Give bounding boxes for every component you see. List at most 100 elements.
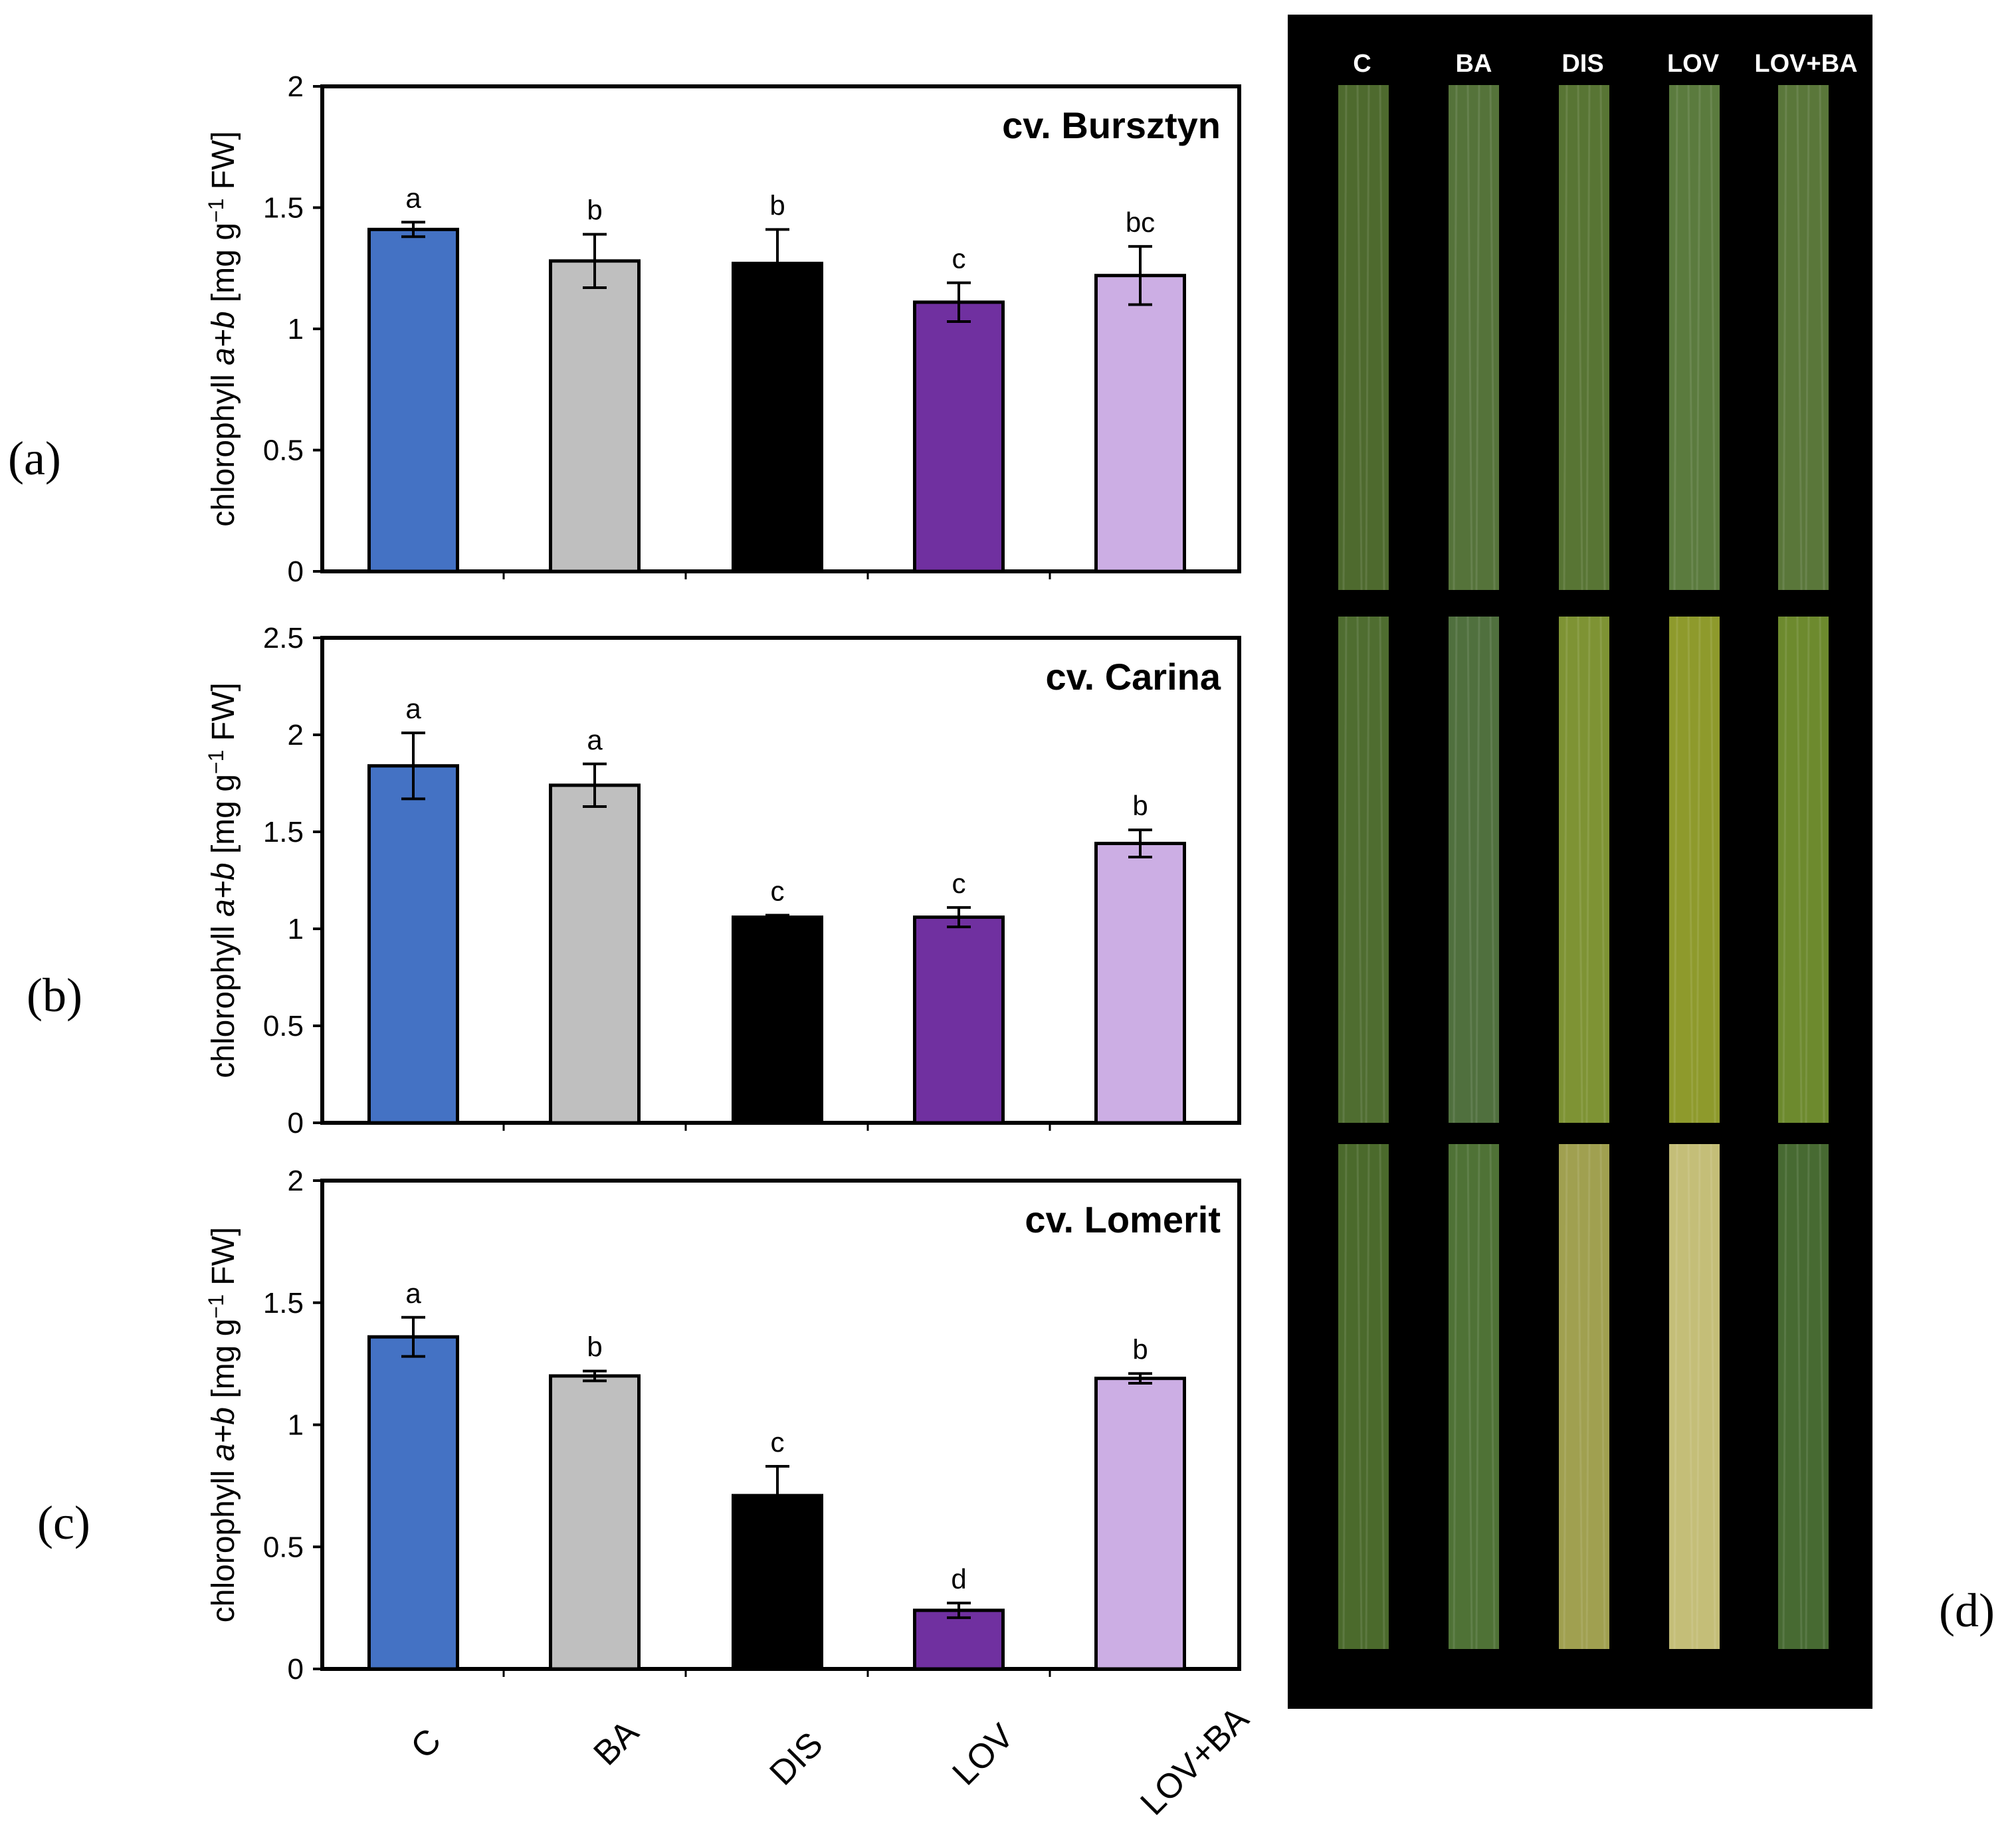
leaf-vein (1696, 84, 1701, 591)
y-tick-label: 1.5 (263, 192, 304, 225)
significance-letter: b (1132, 1333, 1148, 1365)
leaf-vein (1342, 616, 1348, 1123)
y-tick-label: 2 (288, 1165, 304, 1197)
leaf-vein (1687, 1143, 1694, 1650)
y-axis-label: chlorophyll a+b [mg g−1 FW] (204, 1227, 241, 1622)
bar-ba (549, 783, 641, 1125)
y-tick-label: 2.5 (263, 622, 304, 654)
leaf-vein (1577, 616, 1583, 1123)
significance-letter: b (769, 189, 785, 221)
significance-letter: c (771, 876, 785, 907)
y-tick-label: 0.5 (263, 1010, 304, 1042)
leaf-strip (1449, 85, 1499, 590)
x-label-ba: BA (586, 1713, 646, 1773)
photo-header-lov: LOV (1667, 50, 1720, 78)
leaf-vein (1563, 616, 1568, 1123)
leaf-vein (1342, 84, 1348, 591)
leaf-strip (1778, 1144, 1829, 1649)
chart-lomerit: 0 0.5 1 1.5 2 chlorophyll a+b [mg g−1 FW] cv. … (204, 1165, 1241, 1686)
leaf-vein (1365, 1143, 1370, 1650)
x-label-lov: LOV (945, 1717, 1021, 1793)
leaf-vein (1489, 616, 1496, 1123)
leaf-vein (1585, 1143, 1591, 1650)
leaf-vein (1475, 616, 1480, 1123)
leaf-vein (1673, 1143, 1678, 1650)
error-bar (583, 1369, 607, 1383)
leaf-vein (1796, 616, 1803, 1123)
chart-title-carina: cv. Carina (1045, 656, 1221, 698)
leaf-strip (1669, 617, 1720, 1123)
significance-letter: bc (1126, 207, 1155, 238)
leaf-vein (1696, 616, 1701, 1123)
x-axis-categories: C BA DIS LOV LOV+BA (403, 1699, 1256, 1822)
chart-carina: 0 0.5 1 1.5 2 2.5 chlorophyll a+b [mg g−1 FW] c… (204, 622, 1241, 1139)
bar-lov (913, 915, 1005, 1125)
significance-letter: b (587, 1331, 602, 1363)
leaf-vein (1599, 616, 1606, 1123)
photo-header-lov-ba: LOV+BA (1754, 50, 1857, 78)
leaf-vein (1453, 1143, 1458, 1650)
x-label-c: C (403, 1721, 449, 1767)
leaf-vein (1819, 84, 1825, 591)
bar-lov (913, 300, 1005, 573)
error-bar (765, 1464, 789, 1527)
y-tick-label: 1 (288, 913, 304, 945)
leaf-strip (1669, 85, 1720, 590)
significance-letter: a (405, 693, 421, 724)
bar-dis (732, 915, 823, 1125)
leaf-photo-panel: C BA DIS LOV LOV+BA (1288, 15, 1872, 1709)
leaf-strips (1338, 84, 1829, 1650)
leaf-vein (1585, 616, 1591, 1123)
error-bar (947, 1601, 971, 1619)
y-axis-label: chlorophyll a+b [mg g−1 FW] (204, 682, 241, 1078)
leaf-vein (1365, 616, 1370, 1123)
leaf-vein (1782, 616, 1787, 1123)
leaf-strip (1449, 1144, 1499, 1649)
panel-letter-a: (a) (8, 432, 61, 485)
leaf-vein (1805, 84, 1810, 591)
error-bar (583, 233, 607, 289)
leaf-vein (1687, 84, 1694, 591)
bar-lov-ba (1094, 274, 1186, 573)
leaf-vein (1466, 1143, 1473, 1650)
leaf-vein (1453, 616, 1458, 1123)
leaf-vein (1805, 616, 1810, 1123)
leaf-vein (1489, 1143, 1496, 1650)
leaf-strip (1338, 617, 1389, 1123)
leaf-vein (1796, 84, 1803, 591)
x-label-lov-ba: LOV+BA (1133, 1699, 1256, 1822)
photo-header-ba: BA (1456, 50, 1492, 78)
bar-lov (913, 1608, 1005, 1671)
leaf-vein (1356, 84, 1363, 591)
error-bar (1128, 1372, 1152, 1385)
chart-title-lomerit: cv. Lomerit (1025, 1199, 1221, 1240)
significance-letter: c (952, 243, 966, 274)
leaf-vein (1782, 84, 1787, 591)
y-tick-label: 2 (288, 70, 304, 103)
panel-letter-d: (d) (1939, 1584, 1995, 1637)
leaf-strip (1778, 85, 1829, 590)
bar-lov-ba (1094, 1377, 1186, 1671)
leaf-strip (1338, 1144, 1389, 1649)
leaf-vein (1710, 616, 1716, 1123)
leaf-strip (1778, 617, 1829, 1123)
leaf-vein (1585, 84, 1591, 591)
leaf-vein (1342, 1143, 1348, 1650)
leaf-vein (1805, 1143, 1810, 1650)
panel-letter-c: (c) (37, 1496, 90, 1549)
error-bar (947, 281, 971, 324)
significance-letter: a (405, 182, 421, 213)
error-bar (947, 906, 971, 929)
photo-header-c: C (1353, 50, 1371, 78)
leaf-strip (1559, 617, 1609, 1123)
leaf-vein (1563, 1143, 1568, 1650)
leaf-vein (1356, 1143, 1363, 1650)
leaf-vein (1819, 616, 1825, 1123)
leaf-vein (1466, 84, 1473, 591)
leaf-strip (1338, 85, 1389, 590)
error-bar (401, 221, 425, 239)
error-bar (583, 762, 607, 809)
leaf-vein (1577, 1143, 1583, 1650)
leaf-vein (1466, 616, 1473, 1123)
